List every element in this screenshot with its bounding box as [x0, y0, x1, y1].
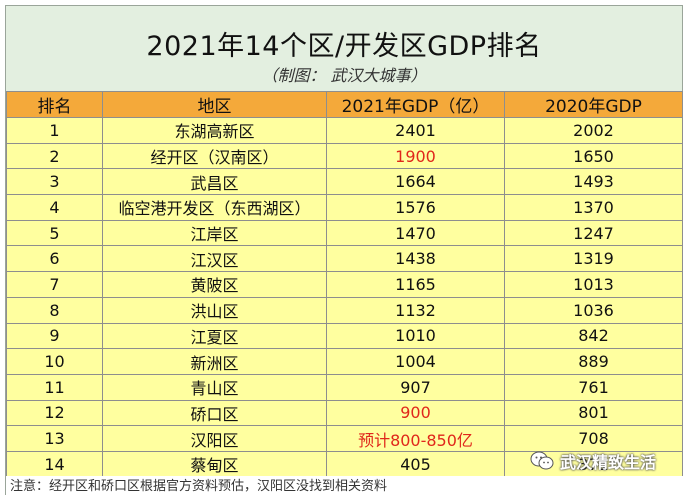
rank-cell: 5	[6, 219, 103, 247]
region-cell: 洪山区	[102, 296, 327, 324]
gdp-2020-cell: 801	[504, 399, 683, 427]
gdp-2021-cell: 1438	[326, 245, 505, 273]
table-row: 2 经开区（汉南区） 1900 1650	[6, 142, 683, 170]
column-header-gdp-2020: 2020年GDP	[504, 91, 683, 118]
gdp-2020-cell: 889	[504, 348, 683, 375]
table-row: 8 洪山区 1132 1036	[6, 296, 683, 324]
gdp-2020-cell: 842	[504, 322, 683, 350]
gdp-2021-cell: 900	[326, 399, 505, 427]
gdp-2020-cell: 708	[504, 425, 683, 452]
watermark: 武汉精致生活	[530, 448, 656, 474]
table-row: 3 武昌区 1664 1493	[6, 168, 683, 196]
rank-cell: 1	[6, 117, 103, 144]
gdp-table: 排名 地区 2021年GDP（亿） 2020年GDP 1 东湖高新区 2401 …	[6, 91, 683, 478]
column-header-gdp-2021: 2021年GDP（亿）	[326, 91, 505, 118]
gdp-2021-cell: 1010	[326, 322, 505, 350]
gdp-ranking-sheet: 2021年14个区/开发区GDP排名 （制图： 武汉大城事） 排名 地区 202…	[5, 5, 686, 496]
gdp-2020-cell: 1013	[504, 271, 683, 298]
rank-cell: 9	[6, 322, 103, 350]
footer-note: 注意：经开区和硚口区根据官方资料预估，汉阳区没找到相关资料	[6, 476, 686, 496]
watermark-text: 武汉精致生活	[560, 453, 657, 472]
table-row: 5 江岸区 1470 1247	[6, 219, 683, 247]
gdp-2021-cell: 405	[326, 450, 505, 478]
rank-cell: 3	[6, 168, 103, 196]
sheet-header: 2021年14个区/开发区GDP排名 （制图： 武汉大城事）	[6, 6, 682, 91]
region-cell: 黄陂区	[102, 271, 327, 298]
region-cell: 江夏区	[102, 322, 327, 350]
table-row: 1 东湖高新区 2401 2002	[6, 117, 683, 144]
gdp-2020-cell: 1036	[504, 296, 683, 324]
gdp-2021-cell: 1576	[326, 194, 505, 221]
table-row: 13 汉阳区 预计800-850亿 708	[6, 425, 683, 452]
table-row: 11 青山区 907 761	[6, 373, 683, 401]
rank-cell: 7	[6, 271, 103, 298]
gdp-2021-cell: 1004	[326, 348, 505, 375]
region-cell: 新洲区	[102, 348, 327, 375]
gdp-2020-cell: 761	[504, 373, 683, 401]
gdp-2021-cell: 预计800-850亿	[326, 425, 505, 452]
region-cell: 汉阳区	[102, 425, 327, 452]
region-cell: 江岸区	[102, 219, 327, 247]
table-row: 7 黄陂区 1165 1013	[6, 271, 683, 298]
gdp-2021-cell: 1470	[326, 219, 505, 247]
region-cell: 武昌区	[102, 168, 327, 196]
table-row: 9 江夏区 1010 842	[6, 322, 683, 350]
gdp-2021-cell: 1165	[326, 271, 505, 298]
region-cell: 经开区（汉南区）	[102, 142, 327, 170]
rank-cell: 4	[6, 194, 103, 221]
gdp-2020-cell: 1493	[504, 168, 683, 196]
rank-cell: 6	[6, 245, 103, 273]
rank-cell: 14	[6, 450, 103, 478]
table-header-row: 排名 地区 2021年GDP（亿） 2020年GDP	[6, 91, 683, 118]
wechat-icon	[530, 451, 554, 470]
page-title: 2021年14个区/开发区GDP排名	[146, 31, 542, 62]
region-cell: 江汉区	[102, 245, 327, 273]
table-row: 12 硚口区 900 801	[6, 399, 683, 427]
table-body: 1 东湖高新区 2401 2002 2 经开区（汉南区） 1900 1650 3…	[6, 117, 683, 478]
region-cell: 青山区	[102, 373, 327, 401]
region-cell: 临空港开发区（东西湖区）	[102, 194, 327, 221]
table-row: 6 江汉区 1438 1319	[6, 245, 683, 273]
region-cell: 东湖高新区	[102, 117, 327, 144]
gdp-2021-cell: 907	[326, 373, 505, 401]
page-subtitle: （制图： 武汉大城事）	[261, 66, 427, 85]
table-row: 4 临空港开发区（东西湖区） 1576 1370	[6, 194, 683, 221]
gdp-2020-cell: 1650	[504, 142, 683, 170]
rank-cell: 8	[6, 296, 103, 324]
rank-cell: 12	[6, 399, 103, 427]
gdp-2020-cell: 1370	[504, 194, 683, 221]
rank-cell: 11	[6, 373, 103, 401]
region-cell: 硚口区	[102, 399, 327, 427]
gdp-2020-cell: 1247	[504, 219, 683, 247]
column-header-rank: 排名	[6, 91, 103, 118]
table-row: 10 新洲区 1004 889	[6, 348, 683, 375]
gdp-2020-cell: 1319	[504, 245, 683, 273]
rank-cell: 10	[6, 348, 103, 375]
gdp-2021-cell: 1132	[326, 296, 505, 324]
gdp-2021-cell: 2401	[326, 117, 505, 144]
gdp-2021-cell: 1664	[326, 168, 505, 196]
rank-cell: 2	[6, 142, 103, 170]
table-row: 14 蔡甸区 405 371	[6, 450, 683, 478]
column-header-region: 地区	[102, 91, 327, 118]
rank-cell: 13	[6, 425, 103, 452]
region-cell: 蔡甸区	[102, 450, 327, 478]
gdp-2020-cell: 2002	[504, 117, 683, 144]
gdp-2021-cell: 1900	[326, 142, 505, 170]
